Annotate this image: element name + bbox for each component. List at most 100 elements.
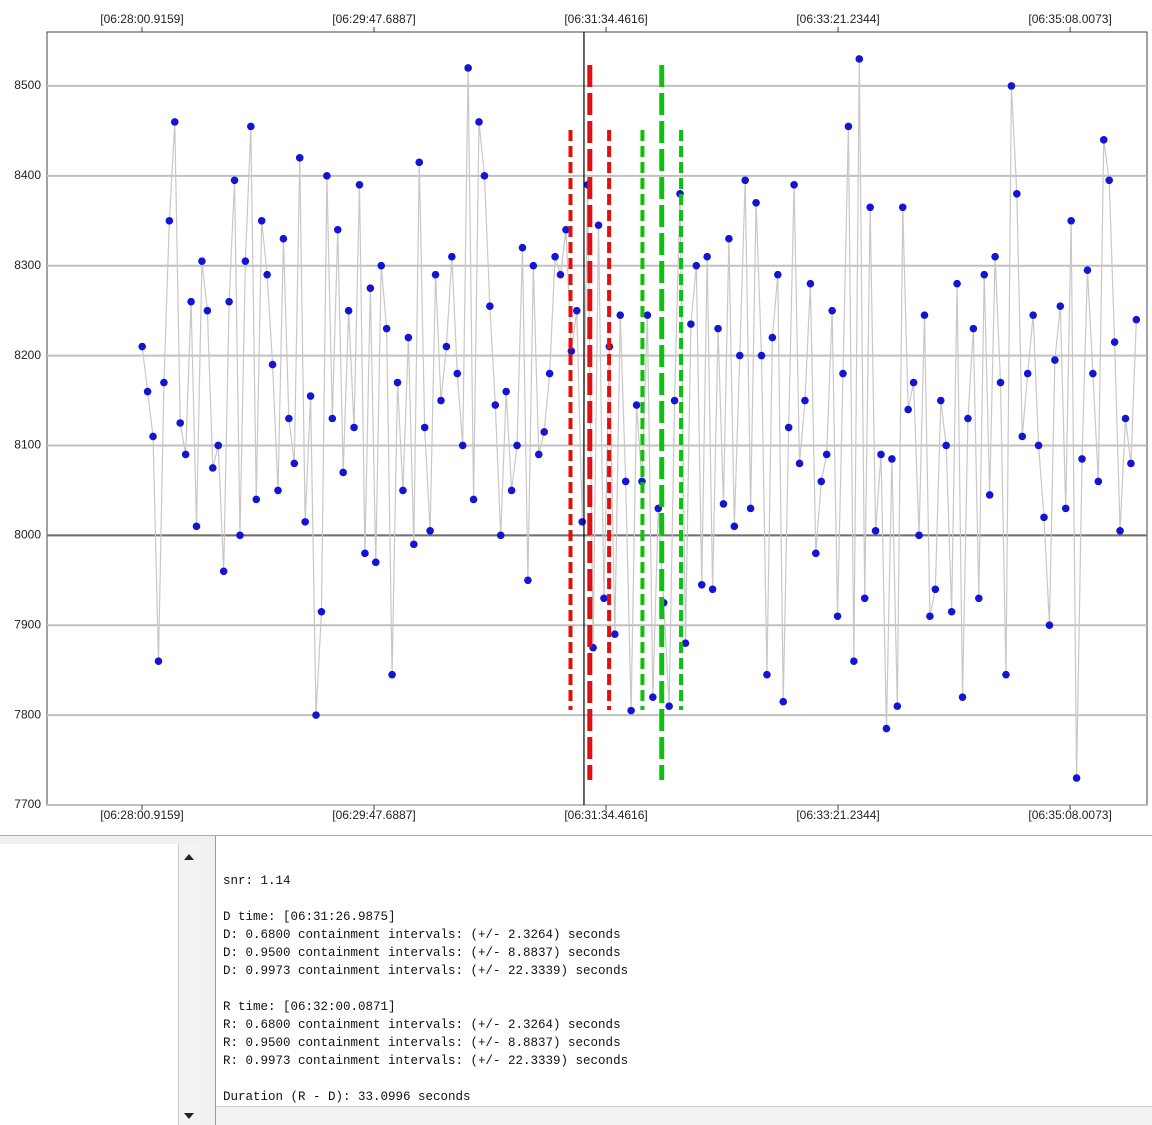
data-point	[230, 176, 239, 185]
data-point	[176, 419, 185, 427]
data-point	[866, 203, 874, 212]
data-point	[643, 311, 652, 319]
data-point	[714, 324, 722, 333]
scroll-down[interactable]	[184, 1113, 194, 1119]
data-point	[524, 576, 532, 585]
data-point	[1056, 302, 1065, 310]
data-point	[382, 324, 391, 333]
data-point	[920, 311, 929, 319]
data-point	[801, 396, 809, 405]
data-point	[1072, 774, 1081, 782]
data-point	[464, 64, 472, 72]
data-point	[915, 531, 923, 540]
data-point	[812, 549, 820, 558]
data-point	[154, 657, 163, 665]
data-point	[784, 423, 793, 432]
connecting-line	[141, 58, 1137, 779]
data-point	[355, 181, 364, 189]
data-point	[795, 459, 804, 468]
data-point	[328, 414, 337, 423]
report-group: D time: [06:31:26.9875] D: 0.6800 contain…	[223, 908, 628, 980]
data-point	[181, 450, 190, 459]
data-point	[295, 154, 304, 162]
data-point	[437, 396, 445, 405]
data-point	[257, 216, 266, 225]
data-point	[746, 504, 755, 513]
data-point	[279, 234, 288, 243]
data-point	[529, 261, 538, 270]
x-tick-label: [06:29:47.6887]	[332, 808, 415, 822]
data-point	[138, 342, 146, 351]
data-point	[502, 387, 510, 396]
report-line: D time: [06:31:26.9875]	[223, 910, 396, 924]
report-line: R: 0.9500 containment intervals: (+/- 8.…	[223, 1036, 621, 1050]
data-point	[958, 693, 967, 701]
y-tick-label: 7800	[14, 707, 41, 721]
report-line: D: 0.9500 containment intervals: (+/- 8.…	[223, 946, 621, 960]
data-point	[1110, 338, 1119, 346]
scroll-up[interactable]	[184, 854, 194, 860]
data-point	[143, 387, 152, 396]
data-point	[969, 324, 978, 333]
data-point	[1045, 621, 1054, 630]
data-point	[475, 118, 483, 126]
data-point	[420, 423, 429, 432]
data-point	[975, 594, 983, 603]
data-point	[893, 702, 902, 710]
data-point	[290, 459, 299, 468]
data-point	[611, 630, 619, 639]
data-point	[562, 225, 570, 234]
data-point	[339, 468, 347, 477]
y-tick-label: 7900	[14, 617, 41, 631]
x-tick-label: [06:35:08.0073]	[1028, 808, 1111, 822]
bottom-panel: snr: 1.14 D time: [06:31:26.9875] D: 0.680…	[0, 835, 1152, 1125]
data-point	[844, 122, 853, 131]
data-point	[850, 657, 858, 665]
y-tick-label: 8200	[14, 348, 41, 362]
data-point	[1002, 670, 1010, 679]
data-point	[578, 518, 587, 526]
report-text: snr: 1.14 D time: [06:31:26.9875] D: 0.680…	[223, 872, 628, 1124]
data-point	[1116, 527, 1124, 535]
data-point	[285, 414, 293, 423]
data-point	[377, 261, 386, 270]
x-tick-label: [06:31:34.4616]	[564, 12, 647, 26]
report-line: snr: 1.14	[223, 874, 291, 888]
data-point	[225, 297, 233, 306]
data-point	[741, 176, 750, 185]
data-point	[453, 369, 462, 378]
data-point	[415, 158, 424, 167]
data-point	[964, 414, 972, 423]
data-point	[877, 450, 885, 459]
data-point	[534, 450, 543, 459]
vertical-scrollbar[interactable]	[178, 844, 201, 1125]
data-point	[1127, 459, 1135, 468]
x-tick-label: [06:28:00.9159]	[100, 808, 183, 822]
data-point	[312, 711, 320, 719]
data-point	[681, 639, 690, 648]
data-point	[839, 369, 847, 378]
data-point	[252, 495, 261, 504]
horizontal-scrollbar[interactable]	[216, 1106, 1152, 1125]
data-point	[735, 351, 744, 360]
data-point	[1121, 414, 1130, 423]
data-point	[790, 181, 798, 189]
data-point	[486, 302, 494, 310]
data-point	[926, 612, 934, 621]
chart: 7700 7800 7900 8000 8100 8200 8300 8400 8500 [06:…	[14, 12, 1148, 823]
data-point	[371, 558, 380, 567]
data-point	[236, 531, 244, 540]
data-point	[822, 450, 831, 459]
data-point	[665, 702, 673, 710]
data-point	[909, 378, 918, 387]
data-point	[410, 540, 418, 549]
data-point	[942, 441, 951, 450]
data-point	[1099, 136, 1108, 144]
data-point	[1023, 369, 1032, 378]
data-point	[491, 401, 500, 409]
report-line: D: 0.9973 containment intervals: (+/- 22…	[223, 964, 629, 978]
data-point	[219, 567, 228, 576]
data-point	[833, 612, 842, 621]
data-point	[1029, 311, 1037, 319]
